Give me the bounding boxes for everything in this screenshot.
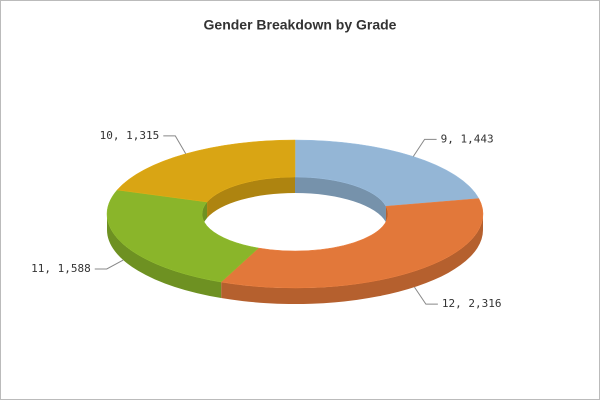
data-label-part: ,: [44, 262, 57, 275]
leader-line: [163, 135, 187, 155]
slice-inner-wall: [295, 177, 386, 223]
slice: [220, 198, 484, 289]
data-label-part: 9: [441, 132, 448, 145]
data-label: 12, 2,316: [442, 297, 502, 310]
data-label-part: 1,315: [126, 129, 159, 142]
data-label-part: 1,443: [460, 132, 493, 145]
data-label: 10, 1,315: [100, 129, 160, 142]
data-label-part: ,: [455, 297, 468, 310]
data-label-part: 11: [31, 262, 44, 275]
data-label-part: 10: [100, 129, 113, 142]
slice: [116, 139, 296, 203]
leader-line: [412, 138, 437, 157]
data-label-part: ,: [113, 129, 126, 142]
chart-title: Gender Breakdown by Grade: [204, 17, 397, 33]
slice: [294, 139, 480, 207]
slice-inner-wall: [207, 177, 295, 218]
slice-side: [106, 214, 222, 299]
data-label: 9, 1,443: [441, 132, 494, 145]
data-label-part: 2,316: [468, 297, 501, 310]
data-label-part: ,: [447, 132, 460, 145]
leader-line: [94, 259, 124, 270]
data-label-part: 1,588: [58, 262, 91, 275]
slice-side: [221, 214, 483, 304]
data-label-part: 12: [442, 297, 455, 310]
data-label: 11, 1,588: [31, 262, 91, 275]
leader-line: [414, 286, 438, 305]
slice: [106, 189, 260, 283]
